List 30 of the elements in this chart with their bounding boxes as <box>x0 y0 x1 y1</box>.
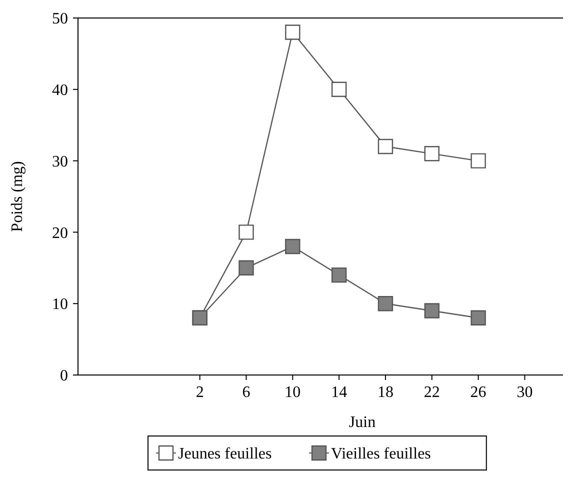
point <box>285 24 300 40</box>
y-tick-label: 30 <box>52 153 68 170</box>
x-tick-label: 30 <box>516 384 533 401</box>
x-tick-label: 18 <box>377 384 394 401</box>
point <box>378 296 394 312</box>
y-axis-title: Poids (mg) <box>9 161 26 232</box>
y-tick-label: 20 <box>52 224 68 242</box>
point <box>470 153 486 168</box>
x-tick-label: 6 <box>242 384 250 401</box>
y-tick-label: 50 <box>52 10 68 28</box>
point <box>424 303 440 318</box>
point <box>285 238 300 254</box>
x-tick-label: 26 <box>470 384 486 401</box>
point <box>424 146 440 162</box>
x-tick-label: 14 <box>331 384 348 401</box>
point <box>378 138 394 154</box>
legend-label: Vieilles feuilles <box>331 446 431 463</box>
point <box>238 260 254 276</box>
y-tick-label: 0 <box>60 368 68 385</box>
point <box>238 224 254 240</box>
point <box>331 267 347 283</box>
y-tick-label: 40 <box>52 82 68 99</box>
legend-label: Jeunes feuilles <box>178 446 272 463</box>
point <box>331 82 347 97</box>
x-tick-label: 22 <box>424 384 440 401</box>
x-tick-label: 2 <box>196 384 204 401</box>
x-axis-title: Juin <box>348 414 376 431</box>
y-tick-label: 10 <box>52 296 68 314</box>
point <box>470 310 486 326</box>
x-tick-label: 10 <box>284 384 301 401</box>
